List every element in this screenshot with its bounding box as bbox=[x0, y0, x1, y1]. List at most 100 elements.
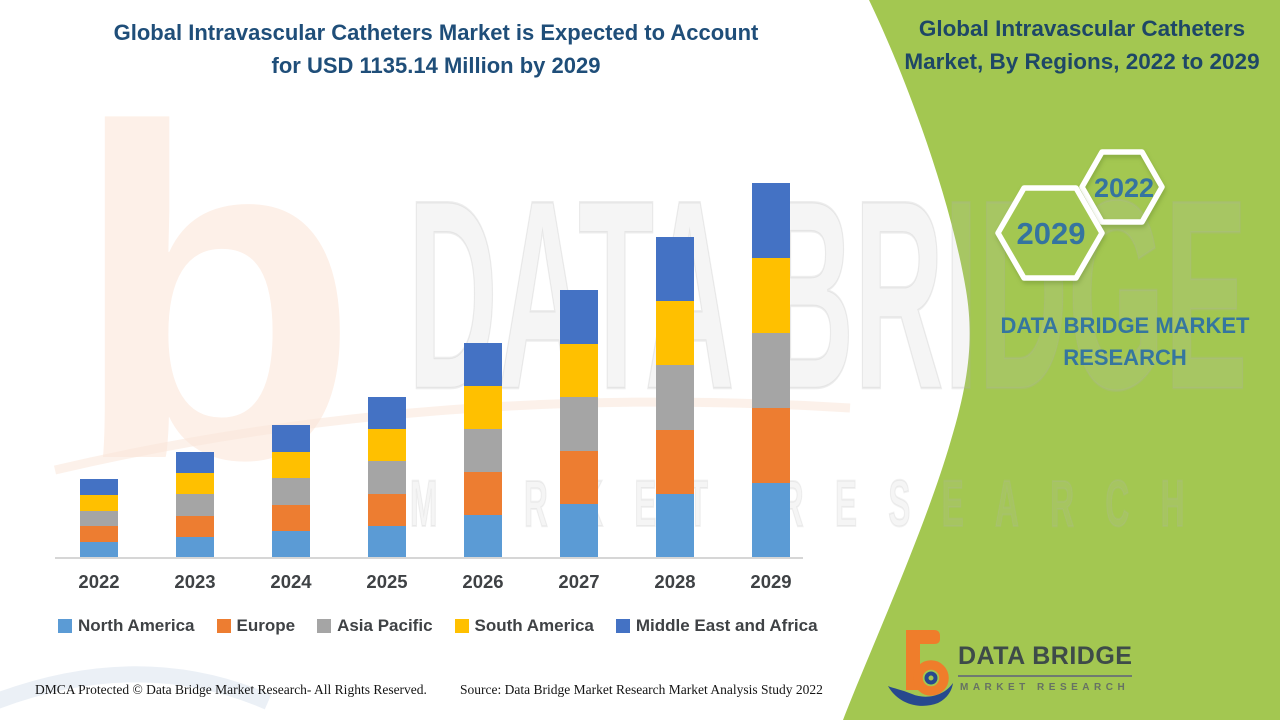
bar-segment-north-america bbox=[272, 531, 310, 558]
bar-segment-south-america bbox=[272, 451, 310, 479]
bar-segment-asia-pacific bbox=[464, 429, 502, 472]
logo-title: DATA BRIDGE bbox=[958, 642, 1133, 677]
legend-swatch-south-america bbox=[454, 619, 469, 633]
bar-segment-europe bbox=[368, 493, 406, 526]
bar-segment-asia-pacific bbox=[752, 333, 790, 408]
x-axis-label-2023: 2023 bbox=[174, 571, 216, 592]
legend-item-middle-east-and-africa: Middle East and Africa bbox=[615, 616, 818, 636]
bar-segment-south-america bbox=[80, 494, 118, 511]
x-axis-label-2026: 2026 bbox=[462, 571, 504, 592]
panel-title-line1: Global Intravascular Catheters bbox=[918, 16, 1246, 41]
bar-segment-north-america bbox=[560, 504, 598, 558]
legend-item-europe: Europe bbox=[216, 616, 296, 636]
x-axis-label-2027: 2027 bbox=[558, 571, 600, 592]
bar-segment-europe bbox=[464, 472, 502, 515]
footer-source-text: Source: Data Bridge Market Research Mark… bbox=[460, 682, 823, 697]
company-logo: DATA BRIDGE MARKET RESEARCH bbox=[886, 628, 1216, 708]
legend-label-europe: Europe bbox=[236, 616, 296, 635]
legend-label-asia-pacific: Asia Pacific bbox=[337, 616, 433, 635]
bar-segment-south-america bbox=[464, 386, 502, 429]
legend-swatch-asia-pacific bbox=[317, 619, 332, 633]
panel-title: Global Intravascular Catheters Market, B… bbox=[884, 12, 1280, 78]
bar-2022 bbox=[80, 479, 118, 558]
brand-text-line2: RESEARCH bbox=[1063, 345, 1187, 370]
hexagon-2029 bbox=[995, 185, 1105, 281]
x-axis-label-2029: 2029 bbox=[750, 571, 792, 592]
bar-segment-north-america bbox=[368, 525, 406, 558]
footer-dmca-text: DMCA Protected © Data Bridge Market Rese… bbox=[35, 682, 427, 697]
plot-area bbox=[80, 183, 790, 558]
x-axis-label-2024: 2024 bbox=[270, 571, 312, 592]
bar-segment-asia-pacific bbox=[176, 494, 214, 516]
x-axis-label-2022: 2022 bbox=[78, 571, 120, 592]
bar-segment-north-america bbox=[752, 483, 790, 558]
bar-segment-south-america bbox=[752, 258, 790, 333]
bar-2028 bbox=[656, 237, 694, 558]
bar-2027 bbox=[560, 290, 598, 558]
x-axis-labels: 2022 2023 2024 2025 2026 2027 2028 2029 bbox=[0, 571, 880, 595]
bar-segment-middle-east-and-africa bbox=[656, 237, 694, 302]
logo-subtitle: MARKET RESEARCH bbox=[960, 682, 1130, 693]
watermark-data-bridge-text: DATA BRIDGE bbox=[407, 145, 1248, 446]
bar-segment-middle-east-and-africa bbox=[176, 452, 214, 474]
bar-2023 bbox=[176, 452, 214, 558]
legend-item-asia-pacific: Asia Pacific bbox=[317, 616, 433, 636]
legend-swatch-europe bbox=[216, 619, 231, 633]
bar-segment-middle-east-and-africa bbox=[368, 397, 406, 430]
hexagon-2022-label: 2022 bbox=[1094, 173, 1154, 203]
hexagon-2029-label: 2029 bbox=[1017, 216, 1086, 251]
bar-segment-europe bbox=[272, 504, 310, 532]
chart-title: Global Intravascular Catheters Market is… bbox=[0, 16, 872, 82]
bar-segment-south-america bbox=[176, 473, 214, 495]
legend-swatch-middle-east-and-africa bbox=[615, 619, 630, 633]
bar-segment-south-america bbox=[560, 343, 598, 398]
panel-title-line2: Market, By Regions, 2022 to 2029 bbox=[904, 49, 1260, 74]
bar-segment-europe bbox=[80, 526, 118, 543]
brand-text-line1: DATA BRIDGE MARKET bbox=[1000, 313, 1250, 338]
bar-segment-south-america bbox=[368, 429, 406, 462]
legend-label-south-america: South America bbox=[474, 616, 594, 635]
watermark-market-research-text: MARKET RESEARCH bbox=[410, 466, 1216, 540]
legend-label-north-america: North America bbox=[78, 616, 195, 635]
bar-segment-middle-east-and-africa bbox=[752, 183, 790, 258]
bar-segment-south-america bbox=[656, 301, 694, 366]
legend-swatch-north-america bbox=[58, 619, 72, 633]
bar-segment-north-america bbox=[656, 493, 694, 558]
bar-segment-middle-east-and-africa bbox=[464, 343, 502, 386]
bar-segment-europe bbox=[560, 450, 598, 505]
chart-title-line2: for USD 1135.14 Million by 2029 bbox=[271, 53, 601, 78]
bar-segment-asia-pacific bbox=[272, 478, 310, 505]
bar-segment-middle-east-and-africa bbox=[560, 290, 598, 344]
bar-segment-europe bbox=[176, 515, 214, 537]
bar-2024 bbox=[272, 425, 310, 558]
legend-item-south-america: South America bbox=[454, 616, 594, 636]
x-axis-label-2028: 2028 bbox=[654, 571, 696, 592]
bar-segment-asia-pacific bbox=[560, 397, 598, 451]
x-axis-line bbox=[55, 557, 803, 559]
bar-2026 bbox=[464, 343, 502, 558]
bar-segment-middle-east-and-africa bbox=[80, 479, 118, 495]
bar-segment-europe bbox=[752, 408, 790, 483]
legend: North America Europe Asia Pacific South Ame… bbox=[58, 616, 818, 636]
bar-segment-north-america bbox=[80, 542, 118, 558]
hexagon-2022 bbox=[1079, 149, 1165, 225]
legend-label-middle-east-and-africa: Middle East and Africa bbox=[635, 616, 818, 635]
bar-segment-asia-pacific bbox=[368, 461, 406, 494]
bar-segment-north-america bbox=[464, 515, 502, 558]
bar-segment-north-america bbox=[176, 536, 214, 558]
bar-segment-middle-east-and-africa bbox=[272, 425, 310, 452]
bar-2029 bbox=[752, 183, 790, 558]
bar-segment-europe bbox=[656, 429, 694, 494]
legend-item-north-america: North America bbox=[58, 616, 195, 636]
chart-title-line1: Global Intravascular Catheters Market is… bbox=[113, 20, 759, 45]
brand-text: DATA BRIDGE MARKET RESEARCH bbox=[945, 310, 1280, 374]
bar-segment-asia-pacific bbox=[80, 510, 118, 527]
x-axis-label-2025: 2025 bbox=[366, 571, 408, 592]
bar-segment-asia-pacific bbox=[656, 365, 694, 430]
company-logo-icon bbox=[888, 630, 953, 706]
bar-2025 bbox=[368, 397, 406, 558]
